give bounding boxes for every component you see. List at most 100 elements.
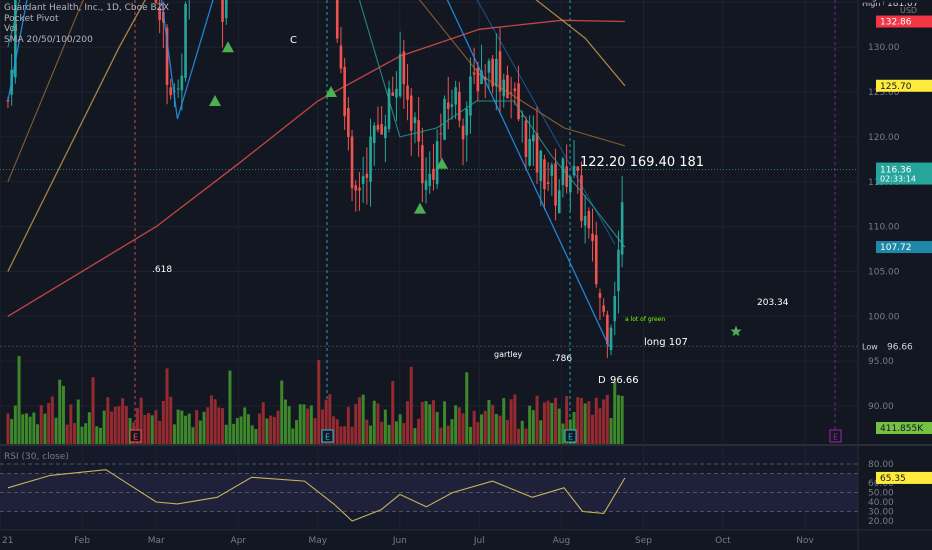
volume-bar	[609, 418, 613, 444]
volume-bar	[320, 409, 324, 444]
volume-bar	[579, 398, 583, 444]
candle-body	[569, 176, 572, 193]
rsi-tick-label: 40.00	[868, 498, 894, 508]
volume-bar	[195, 410, 199, 444]
candle-body	[620, 202, 624, 255]
candle-body	[180, 75, 184, 91]
candle-body	[613, 295, 617, 322]
candle-body	[380, 124, 383, 135]
earnings-marker-label: E	[133, 433, 138, 442]
candle-body	[14, 0, 17, 78]
pocket-pivot-marker	[436, 157, 448, 169]
earnings-marker[interactable]	[564, 429, 577, 443]
rsi-tick-label: 60.00	[868, 479, 894, 489]
rsi-value: 65.35	[880, 474, 906, 484]
candle-body	[550, 164, 554, 176]
rsi-tick-label: 30.00	[868, 508, 894, 518]
countdown-value: 02:33:14	[880, 175, 916, 184]
volume-bar	[417, 418, 421, 444]
volume-bar	[539, 420, 543, 444]
harmonic-pattern-cd	[476, 0, 616, 245]
candle-body	[532, 134, 535, 142]
volume-bar	[594, 397, 598, 444]
candle-body	[428, 173, 432, 187]
high-value: 181.07	[887, 0, 919, 9]
volume-bar	[494, 413, 498, 444]
sma-20-value: 107.72	[880, 243, 912, 253]
volume-bar	[528, 405, 532, 444]
volume-bar	[258, 413, 262, 444]
candle-body	[365, 173, 369, 178]
legend-vol[interactable]: Vol	[4, 24, 18, 34]
time-tick-label: Aug	[553, 536, 571, 546]
volume-bar	[450, 419, 454, 444]
volume-bar	[587, 401, 591, 444]
candle-body	[335, 0, 339, 39]
candle-body	[376, 124, 380, 130]
volume-bar	[406, 401, 410, 444]
volume-bar	[428, 404, 432, 444]
volume-bar	[583, 403, 587, 444]
earnings-marker[interactable]	[829, 429, 842, 443]
volume-bar	[598, 408, 602, 444]
avg-tag: Avg	[862, 0, 877, 2]
time-tick-label: Oct	[715, 536, 731, 546]
volume-bar	[47, 402, 51, 444]
earnings-marker[interactable]	[321, 429, 334, 443]
volume-bar	[224, 424, 228, 444]
volume-bar	[339, 426, 343, 444]
sma-100-line	[7, 0, 626, 272]
volume-bar	[361, 394, 365, 444]
volume-bar	[394, 421, 398, 444]
volume-bar	[184, 415, 188, 444]
volume-bar	[172, 424, 176, 444]
candle-body	[372, 125, 376, 144]
low-value-bg	[884, 340, 932, 353]
rsi-label: RSI (30, close)	[4, 452, 69, 462]
volume-bar	[435, 411, 439, 444]
sma-100-value: 125.70	[880, 82, 912, 92]
low-tag-bg	[859, 340, 883, 353]
candle-body	[347, 107, 350, 137]
candle-body	[461, 125, 465, 140]
candle-body	[173, 90, 176, 92]
candle-body	[565, 166, 568, 187]
volume-bar	[372, 400, 376, 444]
annotation-long-107: long 107	[644, 337, 688, 348]
volume-bar	[143, 414, 147, 444]
volume-bar	[313, 418, 317, 444]
volume-bar	[43, 413, 47, 444]
volume-bar	[154, 410, 158, 444]
volume-bar	[572, 412, 576, 444]
legend-sma[interactable]: SMA 20/50/100/200	[4, 34, 93, 45]
volume-bar	[135, 408, 139, 444]
volume-bar	[298, 404, 302, 444]
volume-bar	[546, 400, 550, 444]
legend-pocket-pivot[interactable]: Pocket Pivot	[4, 13, 59, 24]
earnings-marker[interactable]	[129, 429, 142, 443]
time-tick-label: Nov	[796, 536, 814, 546]
time-tick-label: Feb	[74, 536, 90, 546]
candle-body	[165, 27, 169, 85]
volume-bar	[21, 414, 25, 444]
volume-bar	[357, 397, 361, 444]
price-tick-label: 90.00	[868, 402, 894, 412]
avg-value-bg	[884, 0, 932, 3]
volume-bar	[117, 406, 121, 444]
rsi-panel	[0, 446, 858, 530]
candle-body	[176, 88, 180, 90]
volume-bar	[228, 370, 232, 444]
volume-bar	[287, 406, 291, 444]
price-tick-label: 105.00	[868, 267, 900, 277]
candle-body	[561, 158, 565, 185]
volume-bar	[309, 405, 313, 444]
candle-body	[617, 249, 620, 292]
volume-bar	[605, 394, 609, 444]
time-tick-label: Jul	[473, 536, 485, 546]
volume-bar	[91, 377, 95, 444]
volume-bar	[476, 422, 480, 444]
sma-200-value: 132.86	[880, 18, 912, 28]
candle-body	[480, 70, 483, 85]
volume-bar	[17, 356, 21, 444]
